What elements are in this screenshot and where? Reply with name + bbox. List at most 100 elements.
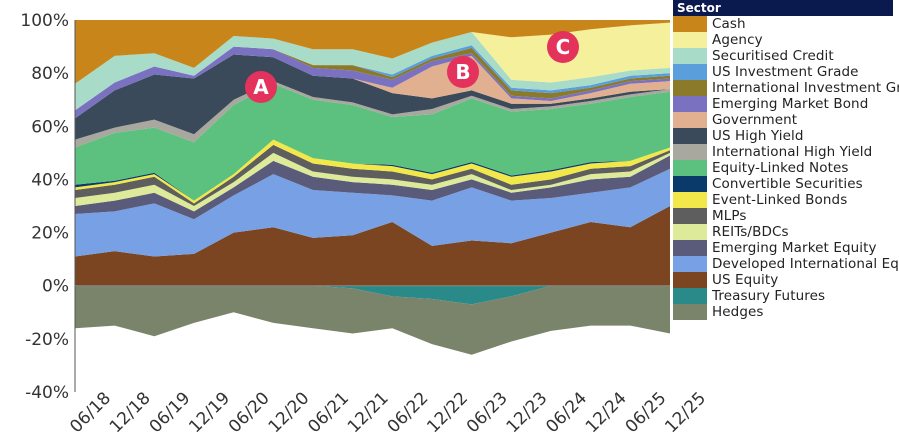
legend-item-us-equity: US Equity [673, 272, 893, 288]
legend-label: Cash [712, 16, 746, 32]
y-tick-label: 80% [31, 64, 69, 84]
legend-label: Agency [712, 32, 763, 48]
annotation-marker-c [547, 31, 579, 63]
annotation-marker-b [447, 56, 479, 88]
area-equity-linked-notes [75, 83, 670, 201]
legend-swatch [673, 64, 707, 80]
y-tick-label: -40% [25, 383, 69, 403]
y-tick-label: 100% [20, 11, 69, 31]
legend-item-international-investment-grade: International Investment Grade [673, 80, 899, 96]
legend-swatch [673, 112, 707, 128]
legend-item-us-high-yield: US High Yield [673, 128, 893, 144]
legend-item-securitised-credit: Securitised Credit [673, 48, 893, 64]
area-international-investment-grade [75, 46, 670, 111]
x-tick-label: 06/21 [304, 388, 353, 437]
x-tick-label: 06/23 [463, 388, 512, 437]
legend-item-equity-linked-notes: Equity-Linked Notes [673, 160, 893, 176]
legend-swatch [673, 48, 707, 64]
legend-item-us-investment-grade: US Investment Grade [673, 64, 893, 80]
legend-label: Emerging Market Equity [712, 240, 877, 256]
legend-item-international-high-yield: International High Yield [673, 144, 893, 160]
x-tick-label: 06/20 [225, 388, 274, 437]
legend-item-convertible-securities: Convertible Securities [673, 176, 893, 192]
legend-item-reits-bdcs: REITs/BDCs [673, 224, 893, 240]
x-tick-label: 12/20 [265, 388, 314, 437]
x-tick-label: 06/24 [542, 388, 591, 437]
x-tick-label: 12/21 [344, 388, 393, 437]
legend-item-government: Government [673, 112, 893, 128]
legend-label: MLPs [712, 208, 747, 224]
y-tick-label: 40% [31, 170, 69, 190]
x-tick-label: 06/22 [384, 388, 433, 437]
legend-swatch [673, 160, 707, 176]
legend-label: Convertible Securities [712, 176, 863, 192]
legend-label: Hedges [712, 304, 764, 320]
legend-swatch [673, 128, 707, 144]
annotation-label: C [556, 35, 571, 59]
legend-swatch [673, 144, 707, 160]
legend-label: US Investment Grade [712, 64, 859, 80]
legend-label: Securitised Credit [712, 48, 834, 64]
legend-label: Emerging Market Bond [712, 96, 869, 112]
legend-label: Government [712, 112, 798, 128]
legend-item-agency: Agency [673, 32, 893, 48]
legend-item-emerging-market-bond: Emerging Market Bond [673, 96, 893, 112]
area-mlps [75, 144, 670, 206]
x-tick-label: 06/18 [66, 388, 115, 437]
area-agency [75, 22, 670, 84]
legend-item-hedges: Hedges [673, 304, 893, 320]
legend-label: Event-Linked Bonds [712, 192, 848, 208]
area-us-equity [75, 206, 670, 286]
legend-label: US Equity [712, 272, 779, 288]
annotation-label: B [455, 60, 470, 84]
legend-swatch [673, 256, 707, 272]
legend-item-cash: Cash [673, 16, 893, 32]
legend-label: International Investment Grade [712, 80, 899, 96]
legend-swatch [673, 224, 707, 240]
area-securitised-credit [75, 31, 670, 111]
legend-swatch [673, 16, 707, 32]
y-tick-label: -20% [25, 330, 69, 350]
x-tick-label: 12/24 [582, 388, 631, 437]
legend-item-treasury-futures: Treasury Futures [673, 288, 893, 304]
y-tick-label: 20% [31, 224, 69, 244]
legend-swatch [673, 192, 707, 208]
area-hedges [75, 285, 670, 355]
x-tick-label: 06/25 [622, 388, 671, 437]
x-tick-label: 06/19 [146, 388, 195, 437]
area-government [75, 54, 670, 119]
area-reits-bdcs [75, 152, 670, 212]
legend-item-developed-international-equity: Developed International Equity [673, 256, 899, 272]
legend-swatch [673, 80, 707, 96]
x-tick-label: 12/22 [423, 388, 472, 437]
legend-swatch [673, 176, 707, 192]
legend-item-event-linked-bonds: Event-Linked Bonds [673, 192, 893, 208]
legend-label: US High Yield [712, 128, 804, 144]
annotation-marker-a [245, 71, 277, 103]
legend-swatch [673, 32, 707, 48]
area-emerging-market-equity [75, 155, 670, 220]
legend-swatch [673, 288, 707, 304]
area-emerging-market-bond [75, 46, 670, 119]
legend-item-mlps: MLPs [673, 208, 893, 224]
legend-swatch [673, 304, 707, 320]
y-tick-label: 0% [42, 277, 69, 297]
area-treasury-futures [75, 285, 670, 305]
area-developed-international-equity [75, 168, 670, 257]
legend: Sector Cash Agency Securitised Credit US In… [673, 0, 899, 320]
x-tick-label: 12/23 [503, 388, 552, 437]
x-tick-label: 12/19 [185, 388, 234, 437]
annotation-label: A [253, 75, 269, 99]
legend-label: REITs/BDCs [712, 224, 789, 240]
legend-label: International High Yield [712, 144, 873, 160]
y-tick-label: 60% [31, 117, 69, 137]
legend-label: Treasury Futures [712, 288, 826, 304]
legend-label: Equity-Linked Notes [712, 160, 849, 176]
legend-label: Developed International Equity [712, 256, 899, 272]
x-tick-label: 12/25 [661, 388, 710, 437]
legend-title: Sector [673, 0, 893, 16]
area-us-high-yield [75, 54, 670, 140]
legend-item-emerging-market-equity: Emerging Market Equity [673, 240, 893, 256]
